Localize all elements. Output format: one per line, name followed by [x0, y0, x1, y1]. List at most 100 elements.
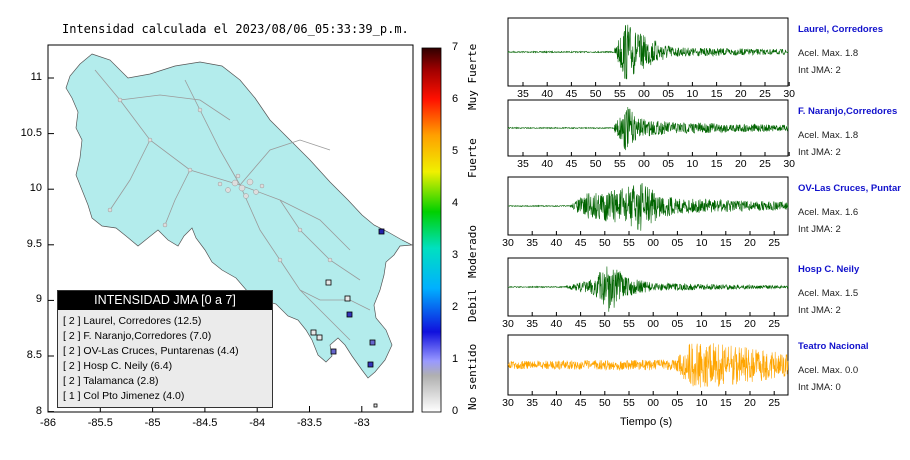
time-axis-label: Tiempo (s): [620, 416, 673, 428]
seismogram-tick-label: 05: [671, 397, 684, 409]
map-y-tick-label: 10: [29, 182, 42, 195]
station-accel: Acel. Max. 1.8: [798, 48, 859, 59]
seismogram-tick-label: 00: [647, 397, 660, 409]
map-y-tick-label: 8: [35, 404, 42, 417]
roads: [94, 69, 371, 341]
map-x-tick-label: -84: [249, 417, 266, 429]
station-name: Laurel, Corredores: [798, 24, 883, 35]
map-y-tick-label: 9.5: [26, 237, 42, 250]
seismogram-tick-label: 25: [768, 318, 781, 330]
seismogram-tick-label: 50: [598, 318, 611, 330]
colorbar-tick-label: 7: [452, 41, 459, 53]
seismogram-tick-label: 00: [638, 88, 650, 100]
station-accel: Acel. Max. 1.6: [798, 207, 859, 218]
intensity-legend: INTENSIDAD JMA [0 a 7] [ 2 ] Laurel, Cor…: [57, 290, 273, 408]
seismogram-trace: [507, 106, 789, 151]
colorbar-tick-label: 5: [452, 145, 459, 157]
colorbar-tick-label: 1: [452, 353, 459, 365]
seismogram-tick-label: 40: [541, 158, 554, 170]
seismogram-tick-label: 50: [589, 88, 602, 100]
seismogram-tick-label: 05: [662, 88, 675, 100]
seismogram-tick-label: 00: [638, 158, 650, 170]
seismogram-tick-label: 30: [502, 397, 514, 409]
seismogram-tick-label: 30: [502, 237, 514, 249]
legend-header: INTENSIDAD JMA [0 a 7]: [58, 291, 272, 310]
seismogram-tick-label: 55: [623, 318, 635, 330]
seismogram-tick-label: 30: [783, 88, 796, 100]
seismogram-tick-label: 35: [517, 88, 529, 100]
colorbar-tick-label: 6: [452, 93, 459, 105]
seismogram-tick-label: 45: [565, 88, 578, 100]
map-x-tick-label: -86: [40, 417, 56, 429]
seismogram-tick-label: 25: [759, 158, 771, 170]
seismogram-tick-label: 15: [719, 237, 732, 249]
seismogram-tick-label: 35: [526, 318, 539, 330]
seismogram-tick-label: 35: [526, 237, 539, 249]
legend-row: [ 2 ] OV-Las Cruces, Puntarenas (4.4): [63, 345, 239, 357]
station-accel: Acel. Max. 1.5: [798, 288, 859, 299]
seismogram-tick-label: 55: [623, 237, 635, 249]
station-markers: [310, 228, 385, 408]
city-markers: [107, 97, 333, 263]
map-x-tick-label: -84.5: [192, 417, 218, 429]
station-jma: Int JMA: 0: [798, 382, 841, 393]
legend-row: [ 2 ] Laurel, Corredores (12.5): [63, 315, 202, 327]
seismogram-tick-label: 50: [589, 158, 602, 170]
seismogram-tick-label: 55: [613, 88, 626, 100]
legend-row: [ 1 ] Col Pto Jimenez (4.0): [63, 390, 185, 402]
seismogram-tick-label: 15: [719, 318, 732, 330]
map-y-tick-label: 10.5: [20, 126, 42, 139]
map-x-tick-label: -83: [353, 417, 370, 429]
station-jma: Int JMA: 2: [798, 65, 841, 76]
seismogram-tick-label: 10: [695, 237, 708, 249]
map-y-tick-label: 8.5: [26, 349, 42, 361]
map-title: Intensidad calculada el 2023/08/06_05:33…: [62, 22, 409, 36]
legend-row: [ 2 ] F. Naranjo,Corredores (7.0): [63, 330, 212, 342]
seismogram-tick-label: 45: [574, 318, 587, 330]
seismogram-tick-label: 20: [734, 158, 747, 170]
seismogram-tick-label: 35: [526, 397, 539, 409]
seismogram-tick-label: 05: [671, 237, 684, 249]
seismogram-tick-label: 50: [598, 397, 611, 409]
seismogram-tick-label: 40: [550, 397, 563, 409]
seismogram-tick-label: 20: [734, 88, 747, 100]
map-y-tick-label: 9: [35, 293, 42, 306]
costa-rica-land: [65, 53, 414, 379]
seismogram-tick-label: 30: [783, 158, 796, 170]
station-accel: Acel. Max. 0.0: [798, 365, 859, 376]
seismogram-tick-label: 15: [710, 158, 723, 170]
seismogram-tick-label: 00: [647, 318, 660, 330]
seismogram-tick-label: 05: [671, 318, 684, 330]
seismogram-tick-label: 25: [768, 397, 781, 409]
station-name: F. Naranjo,Corredores: [798, 106, 898, 117]
seismogram-tick-label: 10: [695, 397, 708, 409]
seismogram-tick-label: 50: [598, 237, 611, 249]
seismogram-tick-label: 45: [574, 397, 587, 409]
station-name: Teatro Nacional: [798, 341, 869, 352]
seismogram-tick-label: 00: [647, 237, 660, 249]
seismogram-tick-label: 10: [695, 318, 708, 330]
seismogram-tick-label: 25: [759, 88, 771, 100]
seismogram-tick-label: 55: [613, 158, 626, 170]
seismogram-tick-label: 45: [565, 158, 578, 170]
seismogram-tick-label: 20: [744, 318, 756, 330]
seismogram-trace: [507, 24, 789, 80]
seismogram-tick-label: 20: [744, 237, 756, 249]
seismogram-trace: [507, 343, 789, 388]
seismogram-tick-label: 05: [662, 158, 675, 170]
seismogram-trace: [507, 266, 789, 312]
station-jma: Int JMA: 2: [798, 224, 841, 235]
seismogram-tick-label: 40: [550, 318, 563, 330]
seismogram-tick-label: 35: [517, 158, 529, 170]
station-jma: Int JMA: 2: [798, 147, 841, 158]
colorbar-tick-label: 3: [452, 249, 459, 261]
seismogram-tick-label: 30: [502, 318, 514, 330]
seismogram-tick-label: 15: [719, 397, 732, 409]
seismogram-tick-label: 10: [686, 158, 699, 170]
colorbar-tick-label: 4: [452, 197, 459, 209]
station-jma: Int JMA: 2: [798, 305, 841, 316]
seismogram-trace: [507, 183, 789, 231]
station-accel: Acel. Max. 1.8: [798, 130, 859, 141]
